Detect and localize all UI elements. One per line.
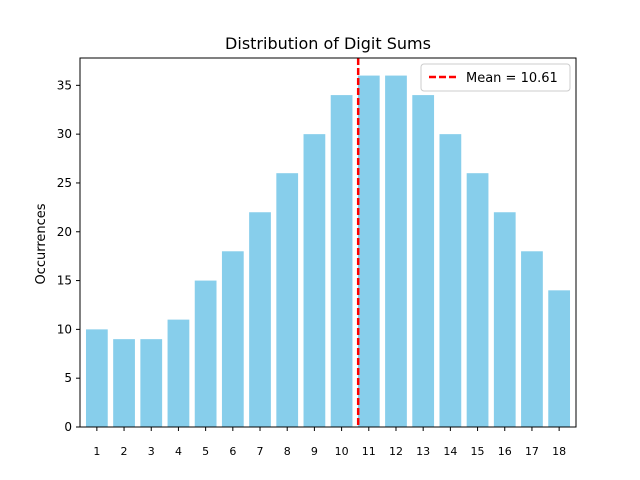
x-tick-label-13: 13 (416, 445, 430, 458)
y-axis-label: Occurrences (34, 203, 49, 284)
chart-title: Distribution of Digit Sums (225, 34, 431, 53)
plot-frame (79, 57, 577, 428)
x-tick-label-16: 16 (498, 445, 512, 458)
x-tick-label-5: 5 (202, 445, 209, 458)
legend-label-mean: Mean = 10.61 (466, 71, 558, 86)
x-tick-label-7: 7 (257, 445, 264, 458)
bar-9 (303, 134, 326, 427)
x-tick-label-14: 14 (443, 445, 457, 458)
bar-5 (194, 280, 217, 427)
x-tick-label-8: 8 (284, 445, 291, 458)
x-tick-label-4: 4 (175, 445, 182, 458)
bar-8 (276, 173, 299, 427)
y-tick-label-30: 30 (57, 127, 72, 141)
bar-6 (221, 251, 244, 427)
bar-11 (357, 75, 380, 428)
y-tick-label-5: 5 (64, 371, 72, 385)
x-tick-label-11: 11 (362, 445, 376, 458)
legend-box (420, 63, 571, 92)
bar-15 (466, 173, 489, 427)
x-axis-ticks: 1 2 3 4 5 6 7 8 9 10 11 12 13 14 15 16 17 18 (93, 427, 566, 458)
bar-16 (493, 212, 516, 427)
x-tick-label-9: 9 (311, 445, 318, 458)
y-tick-label-0: 0 (64, 420, 72, 434)
y-tick-label-15: 15 (57, 274, 72, 288)
bar-17 (521, 251, 543, 427)
x-tick-label-12: 12 (389, 445, 403, 458)
y-tick-label-20: 20 (57, 225, 72, 239)
x-tick-label-6: 6 (229, 445, 236, 458)
bar-2 (113, 339, 135, 427)
bar-10 (330, 95, 353, 427)
bar-18 (548, 290, 571, 427)
x-tick-label-17: 17 (525, 445, 539, 458)
y-tick-label-35: 35 (57, 78, 72, 92)
y-tick-label-10: 10 (57, 322, 72, 336)
bars-group (85, 75, 571, 428)
x-tick-label-3: 3 (148, 445, 155, 458)
x-tick-label-10: 10 (335, 445, 349, 458)
x-tick-label-15: 15 (471, 445, 485, 458)
bar-1 (85, 329, 108, 427)
x-tick-label-2: 2 (121, 445, 128, 458)
x-tick-label-18: 18 (552, 445, 566, 458)
bar-12 (385, 75, 407, 428)
y-axis-ticks: 0 5 10 15 20 25 30 35 (57, 78, 80, 434)
bar-13 (412, 95, 435, 427)
legend: Mean = 10.61 (420, 63, 571, 92)
bar-4 (167, 319, 190, 427)
bar-14 (439, 134, 462, 427)
bar-3 (140, 339, 163, 427)
bar-7 (249, 212, 271, 427)
x-tick-label-1: 1 (93, 445, 100, 458)
y-tick-label-25: 25 (57, 176, 72, 190)
